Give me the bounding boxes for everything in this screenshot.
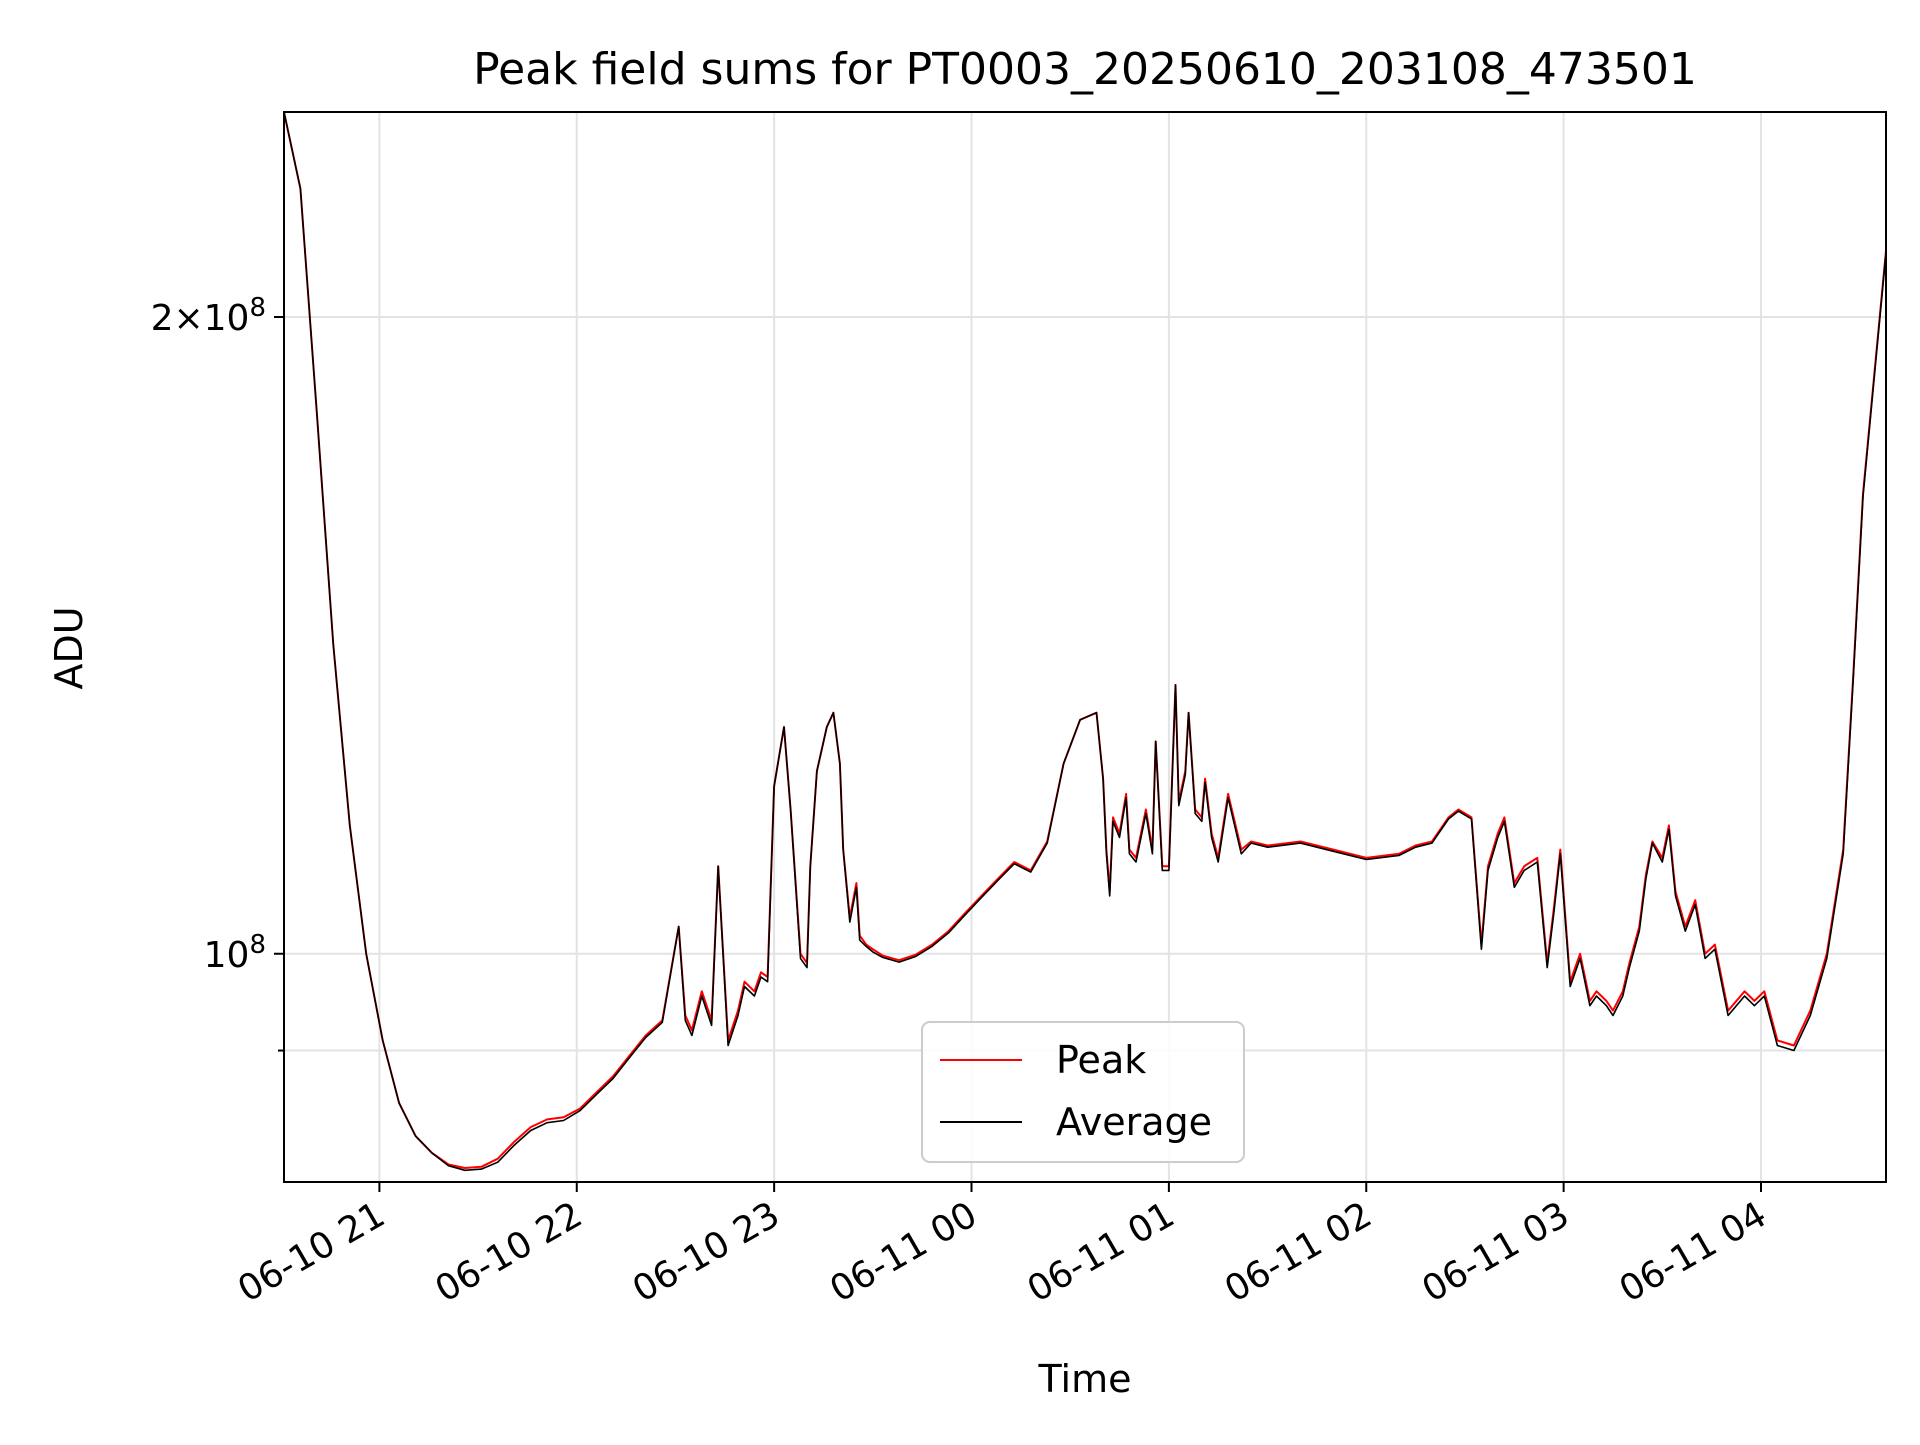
legend: Peak Average [921, 1021, 1245, 1163]
x-axis-label: Time [1038, 1357, 1132, 1401]
y-tick-label: 2×108 [151, 293, 266, 339]
legend-label-average: Average [1056, 1100, 1212, 1144]
chart-title: Peak field sums for PT0003_20250610_2031… [473, 44, 1697, 95]
y-axis-label: ADU [47, 606, 91, 689]
legend-box [921, 1021, 1245, 1163]
plot-frame [283, 111, 1887, 1183]
series-line-average [284, 112, 1886, 1172]
legend-label-peak: Peak [1056, 1038, 1146, 1082]
plot-series [284, 112, 1886, 1172]
y-tick-label: 108 [204, 930, 266, 976]
